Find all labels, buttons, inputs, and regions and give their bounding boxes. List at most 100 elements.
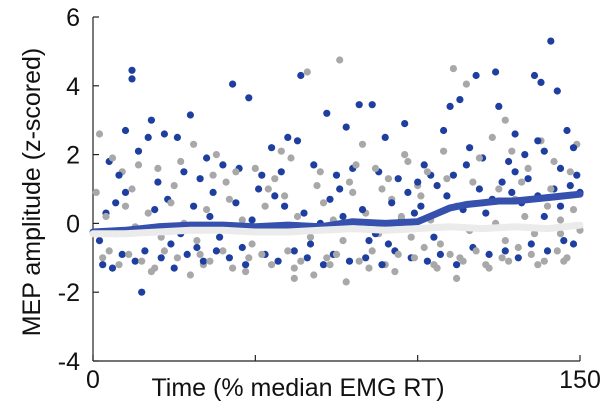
- data-point: [505, 257, 513, 265]
- data-point: [144, 209, 152, 217]
- data-point: [115, 261, 123, 269]
- data-point: [264, 185, 272, 193]
- data-point: [232, 199, 240, 207]
- data-point: [245, 254, 253, 262]
- data-point: [297, 71, 305, 80]
- data-point: [306, 240, 315, 248]
- data-point: [547, 185, 555, 193]
- data-point: [446, 250, 454, 258]
- data-point: [229, 80, 237, 88]
- data-point: [440, 147, 448, 155]
- data-point: [527, 240, 535, 248]
- data-point: [495, 185, 503, 193]
- data-point: [167, 240, 175, 248]
- data-point: [508, 147, 516, 155]
- trend-line-gray: [89, 221, 584, 238]
- data-point: [410, 209, 418, 217]
- data-point: [115, 171, 123, 179]
- data-point: [297, 257, 305, 265]
- data-point: [300, 209, 308, 217]
- data-point: [138, 257, 146, 265]
- data-point: [449, 65, 457, 73]
- data-point: [141, 247, 149, 255]
- data-point: [206, 257, 214, 265]
- x-tick-label: 0: [86, 366, 100, 394]
- data-point: [118, 250, 126, 258]
- data-point: [212, 247, 220, 255]
- data-point: [514, 254, 522, 262]
- data-point: [160, 247, 168, 255]
- data-point: [209, 171, 217, 179]
- data-point: [537, 78, 545, 86]
- data-point: [203, 206, 211, 214]
- data-point: [524, 175, 532, 183]
- data-point: [125, 250, 133, 258]
- data-point: [534, 261, 542, 269]
- axes: [92, 17, 580, 362]
- data-point: [345, 178, 354, 186]
- data-point: [108, 154, 117, 162]
- data-point: [443, 175, 451, 183]
- trend-line-blue: [89, 190, 584, 236]
- data-point: [501, 116, 509, 124]
- data-point: [196, 250, 204, 258]
- data-point: [410, 254, 418, 262]
- data-point: [495, 102, 503, 110]
- data-point: [160, 130, 168, 138]
- data-point: [378, 185, 386, 193]
- data-point: [216, 233, 224, 241]
- data-point: [453, 274, 461, 282]
- data-point: [157, 254, 165, 262]
- data-point: [219, 161, 227, 169]
- data-point: [524, 164, 532, 172]
- data-point: [358, 206, 367, 214]
- data-point: [414, 178, 422, 186]
- data-point: [394, 250, 402, 258]
- data-point: [420, 161, 428, 169]
- data-point: [462, 161, 470, 169]
- data-point: [466, 144, 474, 152]
- data-point: [569, 144, 578, 152]
- data-point: [271, 175, 279, 183]
- data-point: [196, 175, 204, 183]
- data-point: [475, 154, 483, 162]
- data-point: [433, 182, 441, 190]
- data-point: [362, 254, 370, 262]
- data-point: [238, 216, 246, 224]
- data-point: [319, 199, 328, 207]
- data-point: [102, 212, 110, 221]
- data-point: [326, 261, 334, 269]
- data-point: [407, 233, 415, 241]
- y-tick-label: 4: [66, 73, 80, 101]
- data-point: [290, 247, 298, 255]
- data-point: [277, 168, 285, 176]
- data-point: [423, 168, 431, 176]
- data-point: [368, 101, 376, 109]
- data-point: [371, 164, 380, 172]
- data-point: [540, 212, 548, 221]
- data-point: [316, 168, 324, 176]
- data-point: [293, 137, 302, 145]
- data-point: [440, 126, 448, 135]
- data-point: [492, 68, 500, 76]
- data-point: [339, 212, 347, 221]
- data-point: [225, 254, 233, 262]
- data-point: [527, 250, 535, 258]
- data-point: [190, 202, 198, 210]
- data-point: [456, 96, 464, 104]
- data-point: [251, 164, 259, 172]
- data-point: [128, 75, 136, 83]
- data-point: [423, 257, 431, 265]
- data-point: [472, 71, 480, 80]
- data-point: [401, 151, 409, 159]
- data-point: [417, 192, 425, 200]
- data-point: [229, 264, 237, 272]
- data-point: [281, 192, 289, 200]
- data-point: [332, 171, 341, 179]
- data-point: [108, 264, 117, 272]
- data-point: [563, 254, 571, 262]
- data-point: [511, 130, 519, 138]
- data-point: [521, 212, 529, 221]
- data-point: [248, 240, 256, 248]
